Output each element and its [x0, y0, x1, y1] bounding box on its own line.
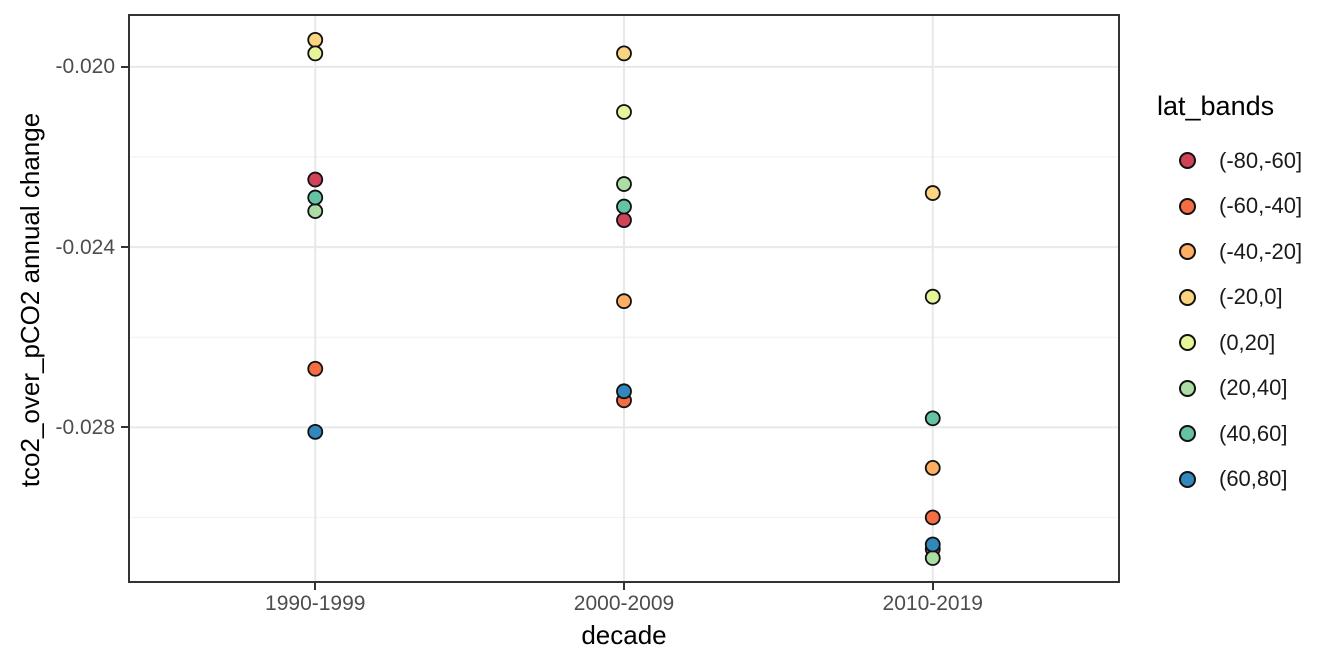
- data-point: [924, 509, 941, 526]
- data-point: [616, 383, 632, 400]
- legend-entry-label: (20,40]: [1219, 375, 1288, 401]
- data-point: [616, 176, 632, 192]
- data-point: [307, 45, 324, 62]
- data-point: [307, 360, 324, 377]
- legend-entry: (60,80]: [1179, 457, 1302, 503]
- y-tick-label: -0.028: [55, 415, 115, 439]
- legend-entry-label: (-40,-20]: [1219, 238, 1303, 264]
- legend-entry-label: (0,20]: [1219, 329, 1276, 355]
- legend-entry: (-80,-60]: [1179, 138, 1302, 184]
- legend-key-circle-icon: [1179, 334, 1196, 352]
- data-point: [307, 203, 324, 219]
- y-tick-mark: [121, 246, 128, 249]
- legend-entry-label: (-20,0]: [1219, 284, 1283, 310]
- legend-key-circle-icon: [1179, 379, 1196, 397]
- data-point: [924, 550, 941, 566]
- x-tick-mark: [314, 583, 317, 590]
- legend-entry: (-40,-20]: [1179, 229, 1302, 275]
- data-point: [924, 185, 941, 201]
- legend-entry: (20,40]: [1179, 366, 1302, 412]
- data-point: [924, 460, 941, 476]
- y-tick-mark: [121, 426, 128, 429]
- x-tick-mark: [931, 583, 934, 590]
- x-tick-label: 2010-2019: [882, 592, 983, 615]
- data-point: [924, 536, 941, 553]
- y-tick-label: -0.020: [55, 55, 115, 79]
- legend-key-circle-icon: [1179, 470, 1196, 488]
- y-tick-label: -0.024: [55, 235, 115, 259]
- data-point: [307, 189, 324, 206]
- legend-key-circle-icon: [1179, 197, 1196, 215]
- plot-canvas: [130, 16, 1118, 581]
- data-point: [616, 104, 632, 120]
- legend-title: lat_bands: [1157, 91, 1275, 121]
- x-axis-title: decade: [581, 620, 667, 650]
- x-tick-mark: [623, 583, 625, 590]
- data-point: [307, 423, 324, 440]
- data-point: [616, 212, 632, 229]
- legend-entry-label: (60,80]: [1219, 466, 1288, 492]
- legend-entries: (-80,-60] (-60,-40] (-40,-20] (-20,0] (0,20]…: [1157, 138, 1302, 502]
- data-point: [924, 288, 941, 305]
- legend-key-circle-icon: [1179, 152, 1196, 170]
- legend-entry-label: (-80,-60]: [1219, 147, 1303, 173]
- data-point: [307, 171, 324, 188]
- legend-entry: (-60,-40]: [1179, 184, 1302, 230]
- data-point: [924, 410, 941, 427]
- data-point: [616, 45, 632, 62]
- y-tick-mark: [121, 65, 128, 68]
- legend-entry: (0,20]: [1179, 320, 1302, 366]
- legend-entry-label: (-60,-40]: [1219, 193, 1303, 219]
- plot-panel: [128, 14, 1120, 583]
- x-tick-label: 1990-1999: [265, 592, 366, 615]
- legend-key-circle-icon: [1179, 243, 1196, 261]
- x-tick-label: 2000-2009: [573, 592, 675, 615]
- legend-entry: (-20,0]: [1179, 275, 1302, 321]
- legend: lat_bands (-80,-60] (-60,-40] (-40,-20] (-2…: [1157, 90, 1302, 502]
- data-point: [616, 293, 632, 310]
- legend-key-circle-icon: [1179, 288, 1196, 306]
- legend-key-circle-icon: [1179, 425, 1196, 443]
- legend-entry-label: (40,60]: [1219, 420, 1288, 446]
- y-axis-title: tco2_over_pCO2 annual change: [15, 112, 45, 488]
- data-point: [616, 198, 632, 215]
- legend-entry: (40,60]: [1179, 411, 1302, 457]
- data-point: [307, 31, 324, 48]
